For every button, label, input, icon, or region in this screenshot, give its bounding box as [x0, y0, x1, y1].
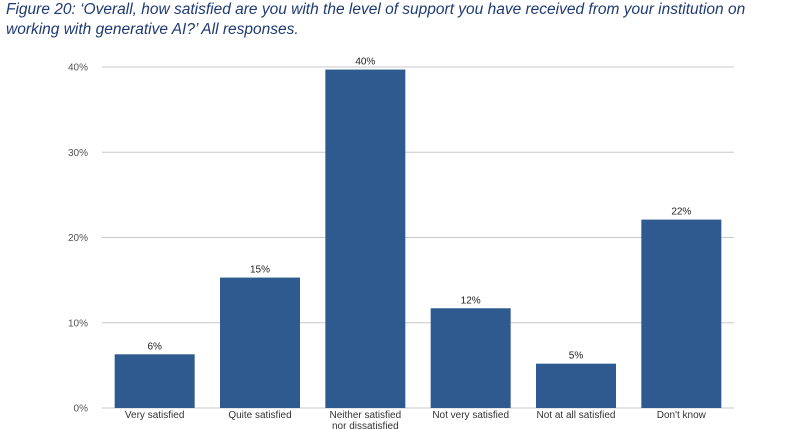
y-tick-label: 10% — [68, 318, 88, 329]
data-label: 22% — [671, 207, 691, 218]
bar — [114, 354, 195, 408]
y-axis-tick-labels: 0% 10% 20% 30% 40% — [68, 63, 88, 415]
y-tick-label: 40% — [68, 63, 88, 74]
bars — [114, 69, 722, 409]
category-label: Neither satisfied nor dissatisfied — [329, 410, 401, 429]
data-label: 15% — [250, 265, 270, 276]
y-tick-label: 0% — [74, 404, 89, 415]
data-labels: 6% 15% 40% 12% 5% 22% — [147, 57, 691, 362]
bar — [536, 363, 616, 408]
category-label: Very satisfied — [125, 410, 184, 421]
gridlines — [102, 66, 734, 409]
bar — [325, 69, 406, 409]
data-label: 40% — [355, 57, 375, 68]
y-tick-label: 30% — [68, 148, 88, 159]
data-label: 5% — [569, 351, 584, 362]
data-label: 12% — [461, 295, 481, 306]
data-label: 6% — [147, 341, 162, 352]
category-label: Quite satisfied — [228, 410, 291, 421]
chart-title: Figure 20: ‘Overall, how satisfied are y… — [6, 1, 746, 38]
bar — [430, 308, 511, 408]
category-label: Not very satisfied — [432, 410, 509, 421]
bar — [641, 219, 722, 408]
bar — [220, 277, 300, 408]
category-labels: Very satisfied Quite satisfied Neither sat… — [125, 410, 707, 429]
category-label: Not at all satisfied — [537, 410, 616, 421]
y-tick-label: 20% — [68, 233, 88, 244]
category-label: Don't know — [657, 410, 707, 421]
